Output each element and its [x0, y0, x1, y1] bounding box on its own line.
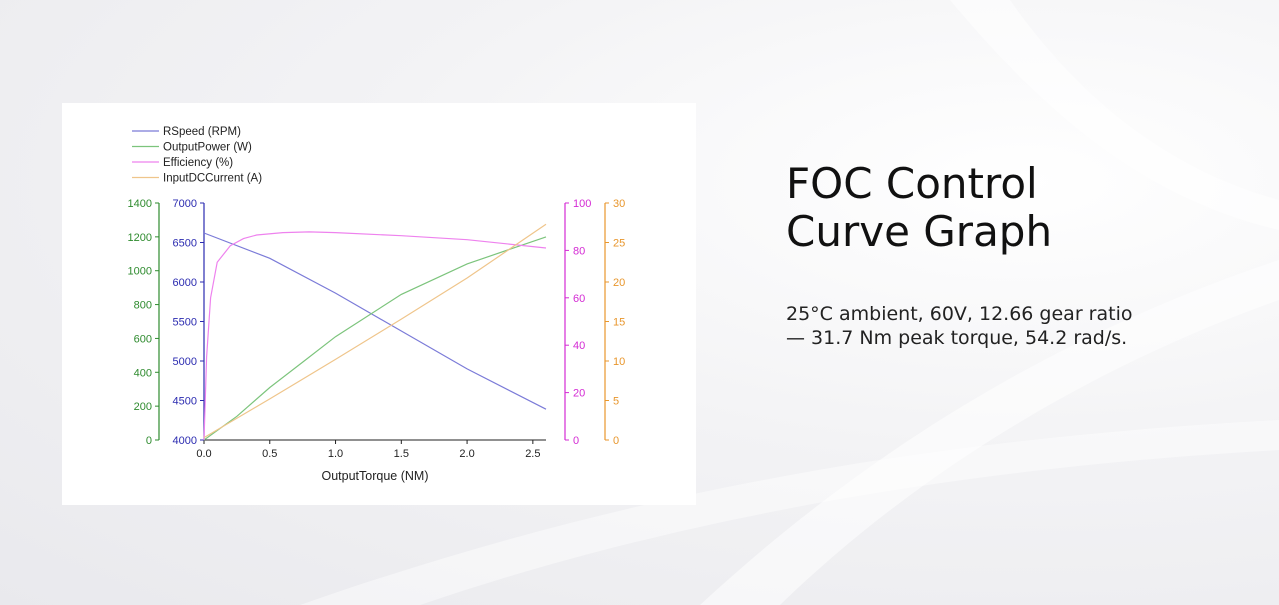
series-line-efficiency [203, 231, 547, 441]
chart-panel: 0.0 0.5 1.0 1.5 2.0 2.5 OutputTorque (NM) 0 200 4… [62, 103, 696, 505]
x-axis-title: OutputTorque (NM) [322, 469, 429, 483]
efficiency-tick-label: 60 [573, 293, 585, 305]
speed-tick-label: 7000 [173, 198, 197, 210]
efficiency-tick-label: 0 [573, 435, 579, 447]
caption-line-1: 25°C ambient, 60V, 12.66 gear ratio [786, 303, 1133, 325]
legend-entry: InputDCCurrent (A) [163, 173, 262, 185]
power-tick-label: 1200 [128, 232, 152, 244]
series-line-power [203, 236, 547, 441]
current-tick-label: 0 [613, 435, 619, 447]
power-tick-label: 1000 [128, 266, 152, 278]
legend-entry: OutputPower (W) [163, 142, 252, 154]
current-tick-label: 10 [613, 356, 625, 368]
efficiency-tick-label: 40 [573, 340, 585, 352]
power-tick-label: 800 [134, 300, 152, 312]
speed-tick-label: 5000 [173, 356, 197, 368]
current-tick-label: 5 [613, 396, 619, 408]
power-tick-label: 200 [134, 401, 152, 413]
title-line-2: Curve Graph [786, 207, 1053, 256]
speed-tick-label: 6500 [173, 238, 197, 250]
caption-line-2: — 31.7 Nm peak torque, 54.2 rad/s. [786, 327, 1128, 349]
series-line-speed [203, 232, 547, 410]
speed-tick-label: 6000 [173, 277, 197, 289]
speed-tick-label: 4500 [173, 396, 197, 408]
power-tick-label: 400 [134, 367, 152, 379]
legend-entry: Efficiency (%) [163, 157, 233, 169]
series-line-current [203, 223, 547, 439]
x-tick-label: 2.5 [525, 448, 540, 460]
current-tick-label: 20 [613, 277, 625, 289]
legend-entry: RSpeed (RPM) [163, 126, 241, 138]
current-tick-label: 15 [613, 317, 625, 329]
x-tick-label: 0.5 [262, 448, 277, 460]
efficiency-tick-label: 80 [573, 245, 585, 257]
power-tick-label: 1400 [128, 198, 152, 210]
current-tick-label: 25 [613, 238, 625, 250]
x-tick-label: 0.0 [196, 448, 211, 460]
power-tick-label: 600 [134, 333, 152, 345]
x-tick-label: 2.0 [459, 448, 474, 460]
power-tick-label: 0 [146, 435, 152, 447]
x-tick-label: 1.0 [328, 448, 343, 460]
speed-tick-label: 4000 [173, 435, 197, 447]
page-title: FOC Control Curve Graph [786, 160, 1052, 256]
speed-tick-label: 5500 [173, 317, 197, 329]
x-tick-label: 1.5 [394, 448, 409, 460]
efficiency-tick-label: 20 [573, 388, 585, 400]
current-tick-label: 30 [613, 198, 625, 210]
spec-caption: 25°C ambient, 60V, 12.66 gear ratio — 31… [786, 302, 1132, 350]
efficiency-tick-label: 100 [573, 198, 591, 210]
title-line-1: FOC Control [786, 159, 1038, 208]
